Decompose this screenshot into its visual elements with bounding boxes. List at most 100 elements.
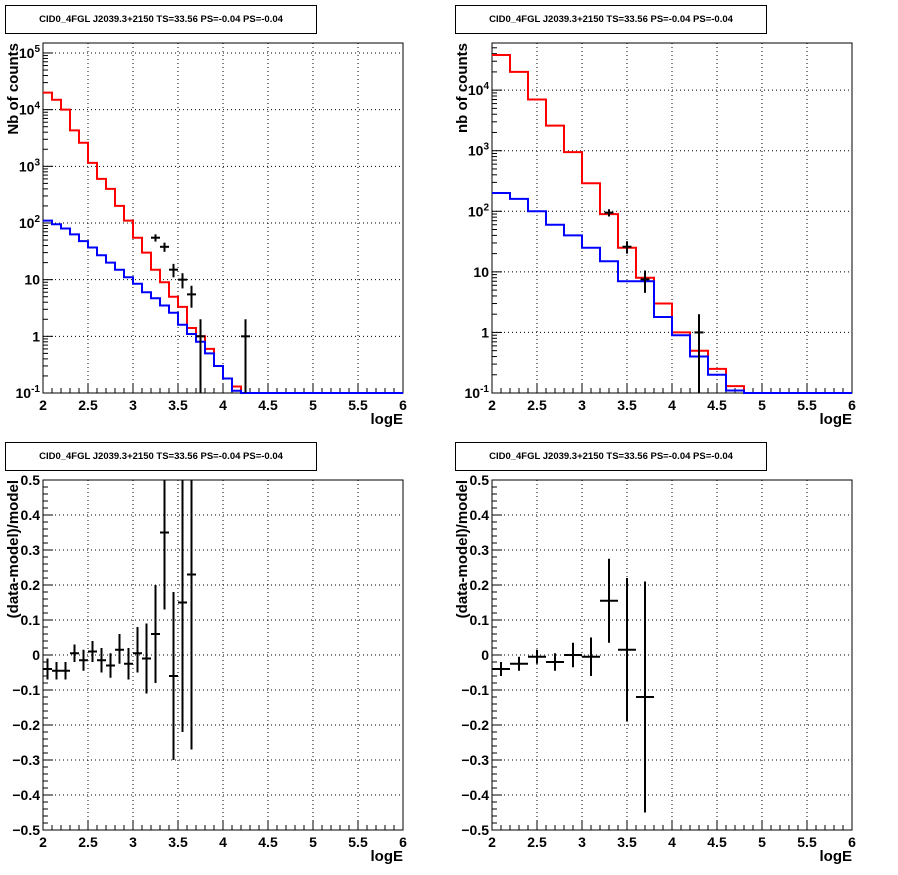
y-tick-label: −0.3 <box>461 752 489 768</box>
data-point <box>88 641 97 662</box>
data-point <box>178 480 187 732</box>
x-tick-label: 2.5 <box>78 397 98 413</box>
x-tick-label: 6 <box>848 397 856 413</box>
data-point <box>618 578 636 722</box>
y-tick-label: 1 <box>481 324 489 340</box>
x-tick-label: 3.5 <box>168 397 188 413</box>
x-tick-label: 5.5 <box>797 834 817 850</box>
x-axis-label: logE <box>371 411 404 428</box>
panel-2-title: CID0_4FGL J2039.3+2150 TS=33.56 PS=-0.04… <box>455 5 767 34</box>
x-tick-label: 3 <box>129 397 137 413</box>
y-tick-label: 0.2 <box>470 577 490 593</box>
x-tick-label: 5 <box>309 397 317 413</box>
y-tick-label: 0.1 <box>21 612 41 628</box>
x-tick-label: 3 <box>578 834 586 850</box>
x-tick-label: 5 <box>758 834 766 850</box>
x-tick-label: 2.5 <box>527 397 547 413</box>
x-axis-label: logE <box>820 411 853 428</box>
x-tick-label: 2.5 <box>527 834 547 850</box>
data-point <box>241 319 250 393</box>
data-point <box>694 314 704 393</box>
panel-3-ticks <box>42 479 404 831</box>
series-2-line <box>43 219 403 394</box>
panel-3-title: CID0_4FGL J2039.3+2150 TS=33.56 PS=-0.04… <box>5 442 317 471</box>
data-point <box>124 648 133 680</box>
panel-1-grid <box>43 43 403 393</box>
data-point <box>187 480 196 750</box>
panel-3: 2 2.5 3 3.5 4 4.5 5 5.5 6 −0.5 −0.4 −0.3 −0.2 −0.1 0 0.… <box>5 472 407 865</box>
y-tick-label: 0.4 <box>21 507 41 523</box>
x-tick-label: 4 <box>668 397 676 413</box>
data-point <box>115 634 124 664</box>
y-tick-label: −0.2 <box>12 717 40 733</box>
x-tick-label: 3.5 <box>617 397 637 413</box>
data-point <box>169 263 178 278</box>
data-point <box>133 627 142 673</box>
data-point <box>52 662 61 680</box>
panel-4-ticks <box>491 479 853 831</box>
data-point <box>61 662 70 680</box>
y-axis-label: nb of counts <box>454 43 471 133</box>
y-tick-label: −0.4 <box>461 787 489 803</box>
x-tick-label: 4.5 <box>707 397 727 413</box>
data-point <box>604 209 614 217</box>
x-tick-label: 2 <box>488 397 496 413</box>
x-axis-label: logE <box>371 848 404 865</box>
y-tick-label: 1 <box>32 328 40 344</box>
data-point <box>510 656 528 671</box>
data-point <box>546 653 564 671</box>
x-tick-label: 4 <box>668 834 676 850</box>
y-tick-label: 104 <box>19 101 41 118</box>
x-tick-label: 6 <box>399 397 407 413</box>
y-tick-label: −0.1 <box>461 682 489 698</box>
panel-1-title: CID0_4FGL J2039.3+2150 TS=33.56 PS=-0.04… <box>5 5 317 34</box>
y-tick-label: −0.5 <box>12 822 40 838</box>
y-axis-label: (data-model)/model <box>454 480 471 618</box>
x-axis-label: logE <box>820 848 853 865</box>
y-tick-label: 0.2 <box>21 577 41 593</box>
data-point <box>564 642 582 668</box>
data-point <box>196 319 205 393</box>
x-tick-label: 6 <box>399 834 407 850</box>
x-tick-label: 2 <box>39 397 47 413</box>
y-tick-label: 0.1 <box>470 612 490 628</box>
y-tick-label: 102 <box>19 214 41 231</box>
y-tick-label: 0.3 <box>470 542 490 558</box>
data-point <box>636 581 654 813</box>
y-tick-label: 0 <box>481 647 489 663</box>
x-tick-label: 3.5 <box>168 834 188 850</box>
y-tick-label: 10 <box>24 272 40 288</box>
x-tick-label: 5 <box>309 834 317 850</box>
x-tick-label: 6 <box>848 834 856 850</box>
x-tick-label: 4.5 <box>258 397 278 413</box>
y-tick-label: 105 <box>19 44 41 61</box>
y-tick-label: −0.5 <box>461 822 489 838</box>
x-tick-label: 5.5 <box>348 397 368 413</box>
x-tick-label: 5.5 <box>797 397 817 413</box>
data-point <box>622 241 632 254</box>
y-tick-label: 10-1 <box>465 384 490 401</box>
y-tick-label: 0 <box>32 647 40 663</box>
y-tick-label: 10-1 <box>16 384 41 401</box>
data-point <box>160 480 169 610</box>
y-tick-label: 0.5 <box>470 472 490 488</box>
x-tick-label: 2 <box>39 834 47 850</box>
x-tick-label: 4.5 <box>258 834 278 850</box>
panel-4-grid <box>492 480 852 830</box>
data-point <box>151 234 160 242</box>
x-tick-label: 3 <box>129 834 137 850</box>
y-tick-label: 102 <box>468 202 490 219</box>
x-tick-label: 2 <box>488 834 496 850</box>
x-tick-label: 4.5 <box>707 834 727 850</box>
y-tick-label: 0.4 <box>470 507 490 523</box>
x-tick-label: 2.5 <box>78 834 98 850</box>
y-tick-label: 103 <box>468 142 490 159</box>
data-point <box>106 653 115 678</box>
x-tick-label: 4 <box>219 397 227 413</box>
data-point <box>528 649 546 664</box>
y-tick-label: 10 <box>473 264 489 280</box>
data-point <box>79 649 88 671</box>
data-point <box>582 637 600 676</box>
data-point <box>142 623 151 694</box>
